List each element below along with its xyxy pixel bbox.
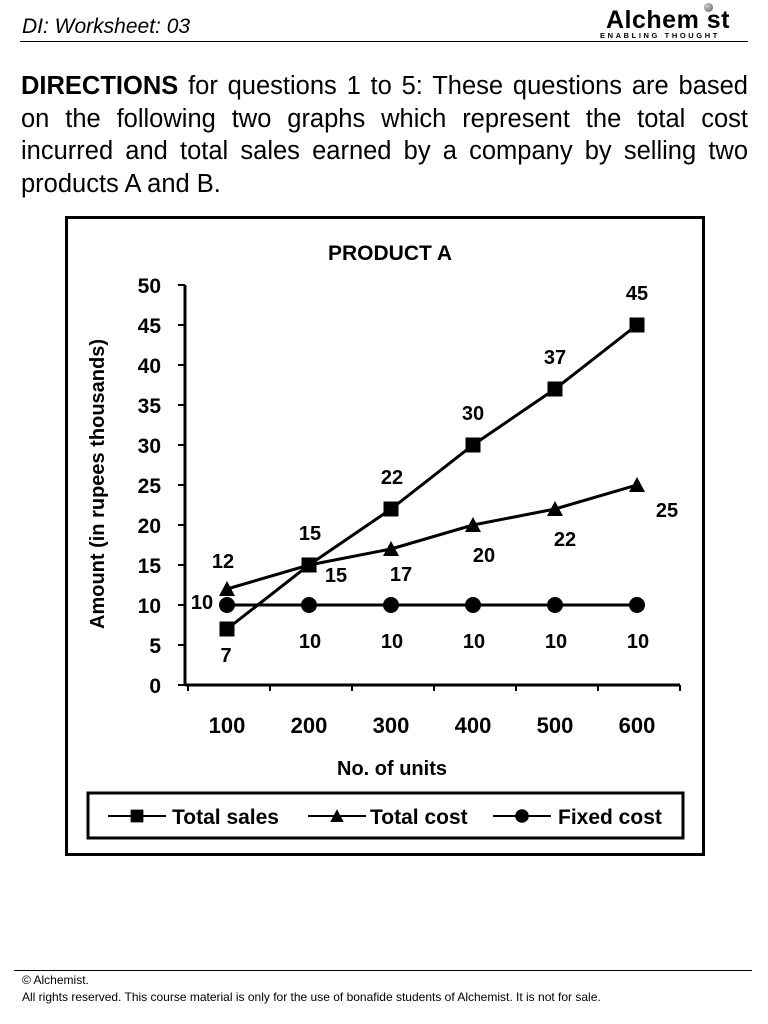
product-a-chart: PRODUCT A 0 5 10 15 20 25 30 35 40 45 50 100 200 300 40… (86, 242, 685, 840)
y-tick-label: 10 (138, 595, 161, 618)
y-tick-label: 45 (138, 315, 162, 338)
data-label: 15 (299, 523, 321, 545)
y-tick-label: 30 (138, 435, 161, 458)
circle-marker (301, 597, 317, 613)
square-marker (383, 501, 399, 517)
data-label: 17 (390, 564, 412, 586)
y-tick-label: 5 (149, 635, 161, 658)
x-tick-label: 200 (291, 713, 328, 738)
legend-circle-icon (515, 809, 529, 823)
triangle-marker (465, 517, 481, 532)
y-axis-title: Amount (in rupees thousands) (87, 339, 109, 629)
legend-label: Total cost (370, 806, 468, 829)
legend-square-icon (130, 809, 144, 823)
triangle-marker (383, 541, 399, 556)
square-marker (629, 317, 645, 333)
data-label: 10 (381, 631, 403, 653)
y-tick-label: 40 (138, 355, 161, 378)
data-label: 37 (544, 347, 566, 369)
footer-divider (14, 970, 752, 971)
x-tick-label: 600 (619, 713, 656, 738)
circle-marker (629, 597, 645, 613)
legend-label: Fixed cost (558, 806, 662, 829)
triangle-marker (219, 581, 235, 596)
data-label: 12 (212, 551, 234, 573)
x-tick-label: 100 (209, 713, 246, 738)
circle-marker (547, 597, 563, 613)
data-label: 20 (473, 545, 495, 567)
data-label: 7 (220, 645, 231, 667)
y-tick-label: 35 (138, 395, 162, 418)
y-tick-label: 20 (138, 515, 161, 538)
x-tick-label: 400 (455, 713, 492, 738)
directions-paragraph: DIRECTIONS for questions 1 to 5: These q… (21, 70, 748, 200)
circle-marker (383, 597, 399, 613)
y-tick-label: 50 (138, 275, 161, 298)
logo-orb-icon (704, 3, 713, 12)
footer-rights-notice: All rights reserved. This course materia… (22, 990, 601, 1004)
triangle-marker (547, 501, 563, 516)
x-axis-title: No. of units (337, 758, 447, 780)
data-label: 22 (381, 467, 403, 489)
x-tick-label: 500 (537, 713, 574, 738)
y-tick-label: 0 (149, 675, 161, 698)
logo-tagline: ENABLING THOUGHT (600, 31, 720, 40)
data-label: 45 (626, 283, 648, 305)
circle-marker (219, 597, 235, 613)
chart-frame: PRODUCT A 0 5 10 15 20 25 30 35 40 45 50 100 200 300 40… (65, 216, 705, 856)
data-label: 25 (656, 500, 678, 522)
x-tick-label: 300 (373, 713, 410, 738)
series-line (226, 323, 638, 631)
directions-lead: DIRECTIONS (21, 72, 179, 100)
legend-label: Total sales (172, 806, 279, 829)
square-marker (301, 557, 317, 573)
square-marker (219, 621, 235, 637)
square-marker (547, 381, 563, 397)
y-tick-label: 25 (138, 475, 162, 498)
square-marker (465, 437, 481, 453)
data-label: 15 (325, 565, 347, 587)
directions-text: for questions 1 to 5: These questions ar… (21, 72, 748, 198)
data-label: 10 (545, 631, 567, 653)
circle-marker (465, 597, 481, 613)
triangle-marker (629, 477, 645, 492)
alchemist-logo: Alchem st ENABLING THOUGHT (598, 2, 748, 42)
data-label: 22 (554, 529, 576, 551)
legend-box (86, 791, 685, 840)
header-divider (20, 41, 748, 42)
data-label: 30 (462, 403, 484, 425)
footer-copyright: © Alchemist. (22, 973, 89, 987)
data-label: 10 (463, 631, 485, 653)
data-label: 10 (299, 631, 321, 653)
legend-triangle-icon (330, 809, 344, 822)
series-line (226, 483, 638, 591)
y-tick-label: 15 (138, 555, 162, 578)
data-label: 10 (191, 592, 213, 614)
data-label: 10 (627, 631, 649, 653)
chart-title: PRODUCT A (328, 242, 452, 265)
worksheet-title: DI: Worksheet: 03 (22, 15, 191, 38)
